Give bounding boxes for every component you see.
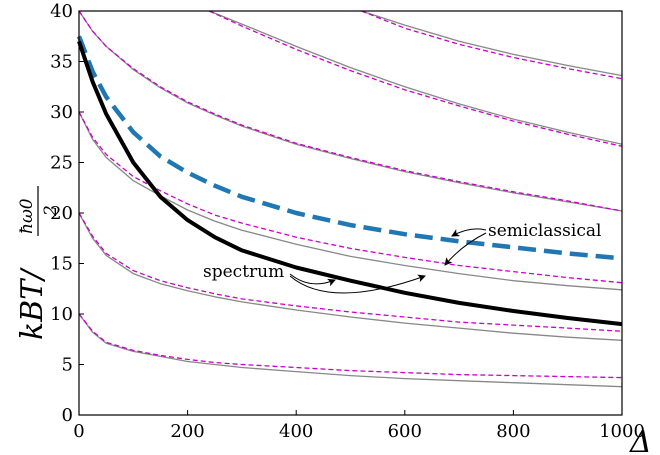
y-tick-label: 5: [62, 355, 73, 376]
series-line-thin-gray-10: [361, 10, 623, 77]
series-line-thin-gray-2: [78, 212, 623, 341]
y-tick-label: 30: [50, 102, 73, 123]
x-tick-label: 400: [279, 421, 313, 442]
series-line-thick-blue-dashed-12: [76, 35, 623, 261]
y-tick-label: 35: [50, 52, 73, 73]
series-line-thick-black-13: [77, 40, 623, 327]
series-line-thin-magenta-dashed-9: [209, 10, 623, 147]
plot-frame: [78, 10, 623, 416]
x-axis-label: Δ: [629, 425, 652, 455]
y-tick-label: 25: [50, 153, 73, 174]
series-layer: [76, 10, 623, 388]
y-axis-label-numerator: ħω0: [17, 198, 37, 234]
y-tick-label: 0: [62, 405, 73, 426]
series-line-thin-gray-4: [78, 111, 623, 291]
annotation-layer: semiclassical spectrum: [203, 221, 601, 294]
y-axis-label: kBT/ ħω0 2: [15, 186, 61, 340]
series-line-thin-magenta-dashed-7: [78, 10, 623, 212]
series-line-thin-gray-0: [78, 313, 623, 388]
y-axis-label-denominator: 2: [41, 205, 61, 217]
y-tick-label: 40: [50, 1, 73, 22]
x-tick-label: 0: [73, 421, 84, 442]
axis-layer: 0 200 400 600 800 1000 0 5 10 15 20 25 30 35 40: [50, 1, 645, 442]
series-line-thin-magenta-dashed-1: [78, 313, 623, 379]
arrow-semiclassical-upper: [451, 228, 487, 237]
x-tick-label: 200: [170, 421, 204, 442]
arrow-spectrum-right: [289, 274, 426, 294]
arrow-spectrum-left: [289, 273, 336, 287]
y-tick-label: 10: [50, 304, 73, 325]
annotation-semiclassical: semiclassical: [488, 221, 601, 241]
series-line-thin-magenta-dashed-3: [78, 212, 623, 332]
x-tick-label: 1000: [599, 421, 645, 442]
annotation-spectrum: spectrum: [203, 262, 284, 282]
y-tick-label: 15: [50, 254, 73, 275]
x-tick-label: 600: [388, 421, 422, 442]
series-line-thin-gray-8: [209, 10, 623, 145]
series-line-thin-magenta-dashed-11: [361, 10, 623, 80]
series-line-thin-magenta-dashed-5: [78, 111, 623, 284]
series-line-thin-gray-6: [78, 10, 623, 212]
arrow-semiclassical-lower: [444, 232, 487, 266]
y-axis-label-prefix: kBT/: [15, 267, 50, 340]
x-tick-label: 800: [496, 421, 530, 442]
y-tick-label: 20: [50, 203, 73, 224]
